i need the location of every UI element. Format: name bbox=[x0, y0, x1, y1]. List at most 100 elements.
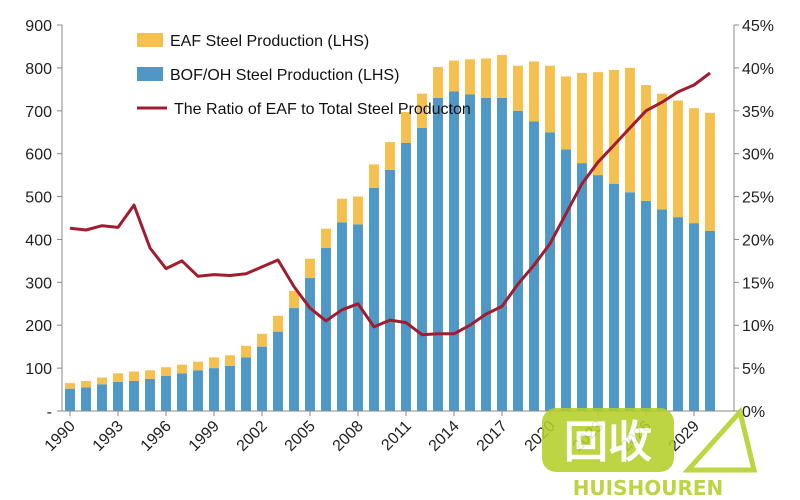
bar-eaf-1991 bbox=[81, 380, 91, 388]
bar-eaf-1995 bbox=[145, 370, 155, 379]
left-tick-label: - bbox=[47, 404, 52, 421]
bar-bof-2013 bbox=[433, 97, 443, 412]
bar-bof-2029 bbox=[689, 223, 699, 411]
bar-eaf-2007 bbox=[337, 198, 347, 223]
bar-bof-2015 bbox=[465, 94, 475, 411]
x-tick-label: 2002 bbox=[234, 418, 271, 455]
watermark-logo-text: 回收 bbox=[564, 417, 652, 468]
x-tick-label: 2005 bbox=[282, 418, 319, 455]
bar-bof-2018 bbox=[513, 110, 523, 412]
bar-eaf-2022 bbox=[577, 73, 587, 164]
left-tick-label: 100 bbox=[25, 361, 52, 378]
bar-bof-2008 bbox=[353, 224, 363, 411]
bar-eaf-2027 bbox=[657, 93, 667, 210]
watermark-leaf-shape bbox=[682, 406, 758, 473]
right-tick-label: 25% bbox=[742, 190, 774, 207]
ratio-line-layer bbox=[69, 71, 711, 337]
bar-eaf-2012 bbox=[417, 93, 427, 128]
bar-bof-2028 bbox=[673, 217, 683, 411]
bar-bof-2010 bbox=[385, 169, 395, 411]
x-tick-label: 1993 bbox=[90, 418, 127, 455]
bar-eaf-1998 bbox=[193, 361, 203, 371]
bar-eaf-1999 bbox=[209, 357, 219, 369]
bar-bof-2023 bbox=[593, 175, 603, 411]
right-tick-label: 35% bbox=[742, 104, 774, 121]
left-tick-label: 500 bbox=[25, 190, 52, 207]
legend-label-eaf: EAF Steel Production (LHS) bbox=[170, 33, 369, 50]
right-tick-label: 10% bbox=[742, 318, 774, 335]
bar-bof-1995 bbox=[145, 378, 155, 411]
right-tick-label: 15% bbox=[742, 275, 774, 292]
bar-bof-2001 bbox=[241, 357, 251, 411]
bar-bof-2024 bbox=[609, 183, 619, 411]
bar-eaf-2028 bbox=[673, 100, 683, 218]
left-tick-label: 700 bbox=[25, 104, 52, 121]
x-tick-label: 2011 bbox=[378, 418, 414, 454]
bar-bof-2030 bbox=[705, 230, 715, 411]
bar-bof-2025 bbox=[625, 192, 635, 411]
bar-bof-2003 bbox=[273, 331, 283, 411]
bar-bof-2006 bbox=[321, 248, 331, 411]
bar-eaf-1990 bbox=[65, 383, 75, 389]
bar-eaf-2014 bbox=[449, 60, 459, 92]
right-tick-label: 5% bbox=[742, 361, 765, 378]
bar-bof-1997 bbox=[177, 373, 187, 411]
legend-swatch-bof bbox=[137, 67, 163, 81]
bar-eaf-2004 bbox=[289, 290, 299, 309]
bar-eaf-1992 bbox=[97, 377, 107, 385]
bar-bof-2005 bbox=[305, 278, 315, 411]
bar-eaf-2002 bbox=[257, 333, 267, 347]
bar-eaf-2005 bbox=[305, 258, 315, 279]
bar-eaf-2016 bbox=[481, 58, 491, 98]
bar-eaf-2030 bbox=[705, 112, 715, 231]
left-tick-label: 800 bbox=[25, 61, 52, 78]
bar-bof-1991 bbox=[81, 387, 91, 411]
bar-eaf-2009 bbox=[369, 164, 379, 188]
right-tick-label: 20% bbox=[742, 232, 774, 249]
left-tick-label: 400 bbox=[25, 232, 52, 249]
bar-bof-1998 bbox=[193, 370, 203, 411]
bar-bof-2002 bbox=[257, 346, 267, 411]
bar-bof-2016 bbox=[481, 97, 491, 412]
bar-bof-2004 bbox=[289, 308, 299, 411]
left-tick-label: 900 bbox=[25, 18, 52, 35]
bar-eaf-2006 bbox=[321, 228, 331, 249]
bar-eaf-2011 bbox=[401, 112, 411, 143]
bar-eaf-1996 bbox=[161, 367, 171, 376]
bar-eaf-2024 bbox=[609, 70, 619, 184]
bar-bof-2022 bbox=[577, 163, 587, 411]
bar-eaf-2010 bbox=[385, 142, 395, 170]
bar-eaf-2020 bbox=[545, 65, 555, 133]
bar-eaf-1994 bbox=[129, 371, 139, 381]
x-tick-label: 1990 bbox=[42, 418, 79, 455]
bar-bof-1996 bbox=[161, 375, 171, 411]
bar-layer bbox=[65, 55, 715, 412]
x-tick-label: 2014 bbox=[426, 418, 463, 455]
bar-bof-2007 bbox=[337, 222, 347, 411]
bar-eaf-2021 bbox=[561, 76, 571, 150]
bar-eaf-2018 bbox=[513, 65, 523, 111]
right-tick-label: 45% bbox=[742, 18, 774, 35]
bar-bof-2000 bbox=[225, 365, 235, 411]
bar-eaf-1993 bbox=[113, 373, 123, 382]
bar-eaf-2013 bbox=[433, 67, 443, 98]
legend-label-bof: BOF/OH Steel Production (LHS) bbox=[170, 67, 399, 84]
bar-eaf-2000 bbox=[225, 355, 235, 366]
legend-label-ratio: The Ratio of EAF to Total Steel Producto… bbox=[174, 101, 471, 118]
bar-eaf-2017 bbox=[497, 55, 507, 98]
left-tick-label: 200 bbox=[25, 318, 52, 335]
bar-eaf-2019 bbox=[529, 61, 539, 122]
bar-bof-2026 bbox=[641, 200, 651, 411]
right-tick-label: 0% bbox=[742, 404, 765, 421]
bar-eaf-2003 bbox=[273, 315, 283, 332]
bar-bof-2027 bbox=[657, 209, 667, 411]
bar-eaf-2008 bbox=[353, 196, 363, 225]
x-tick-label: 2017 bbox=[474, 418, 511, 455]
bar-bof-1990 bbox=[65, 388, 75, 411]
left-tick-label: 300 bbox=[25, 275, 52, 292]
bar-bof-1999 bbox=[209, 368, 219, 411]
bar-eaf-1997 bbox=[177, 364, 187, 374]
right-tick-label: 30% bbox=[742, 147, 774, 164]
watermark-badge bbox=[542, 408, 674, 472]
